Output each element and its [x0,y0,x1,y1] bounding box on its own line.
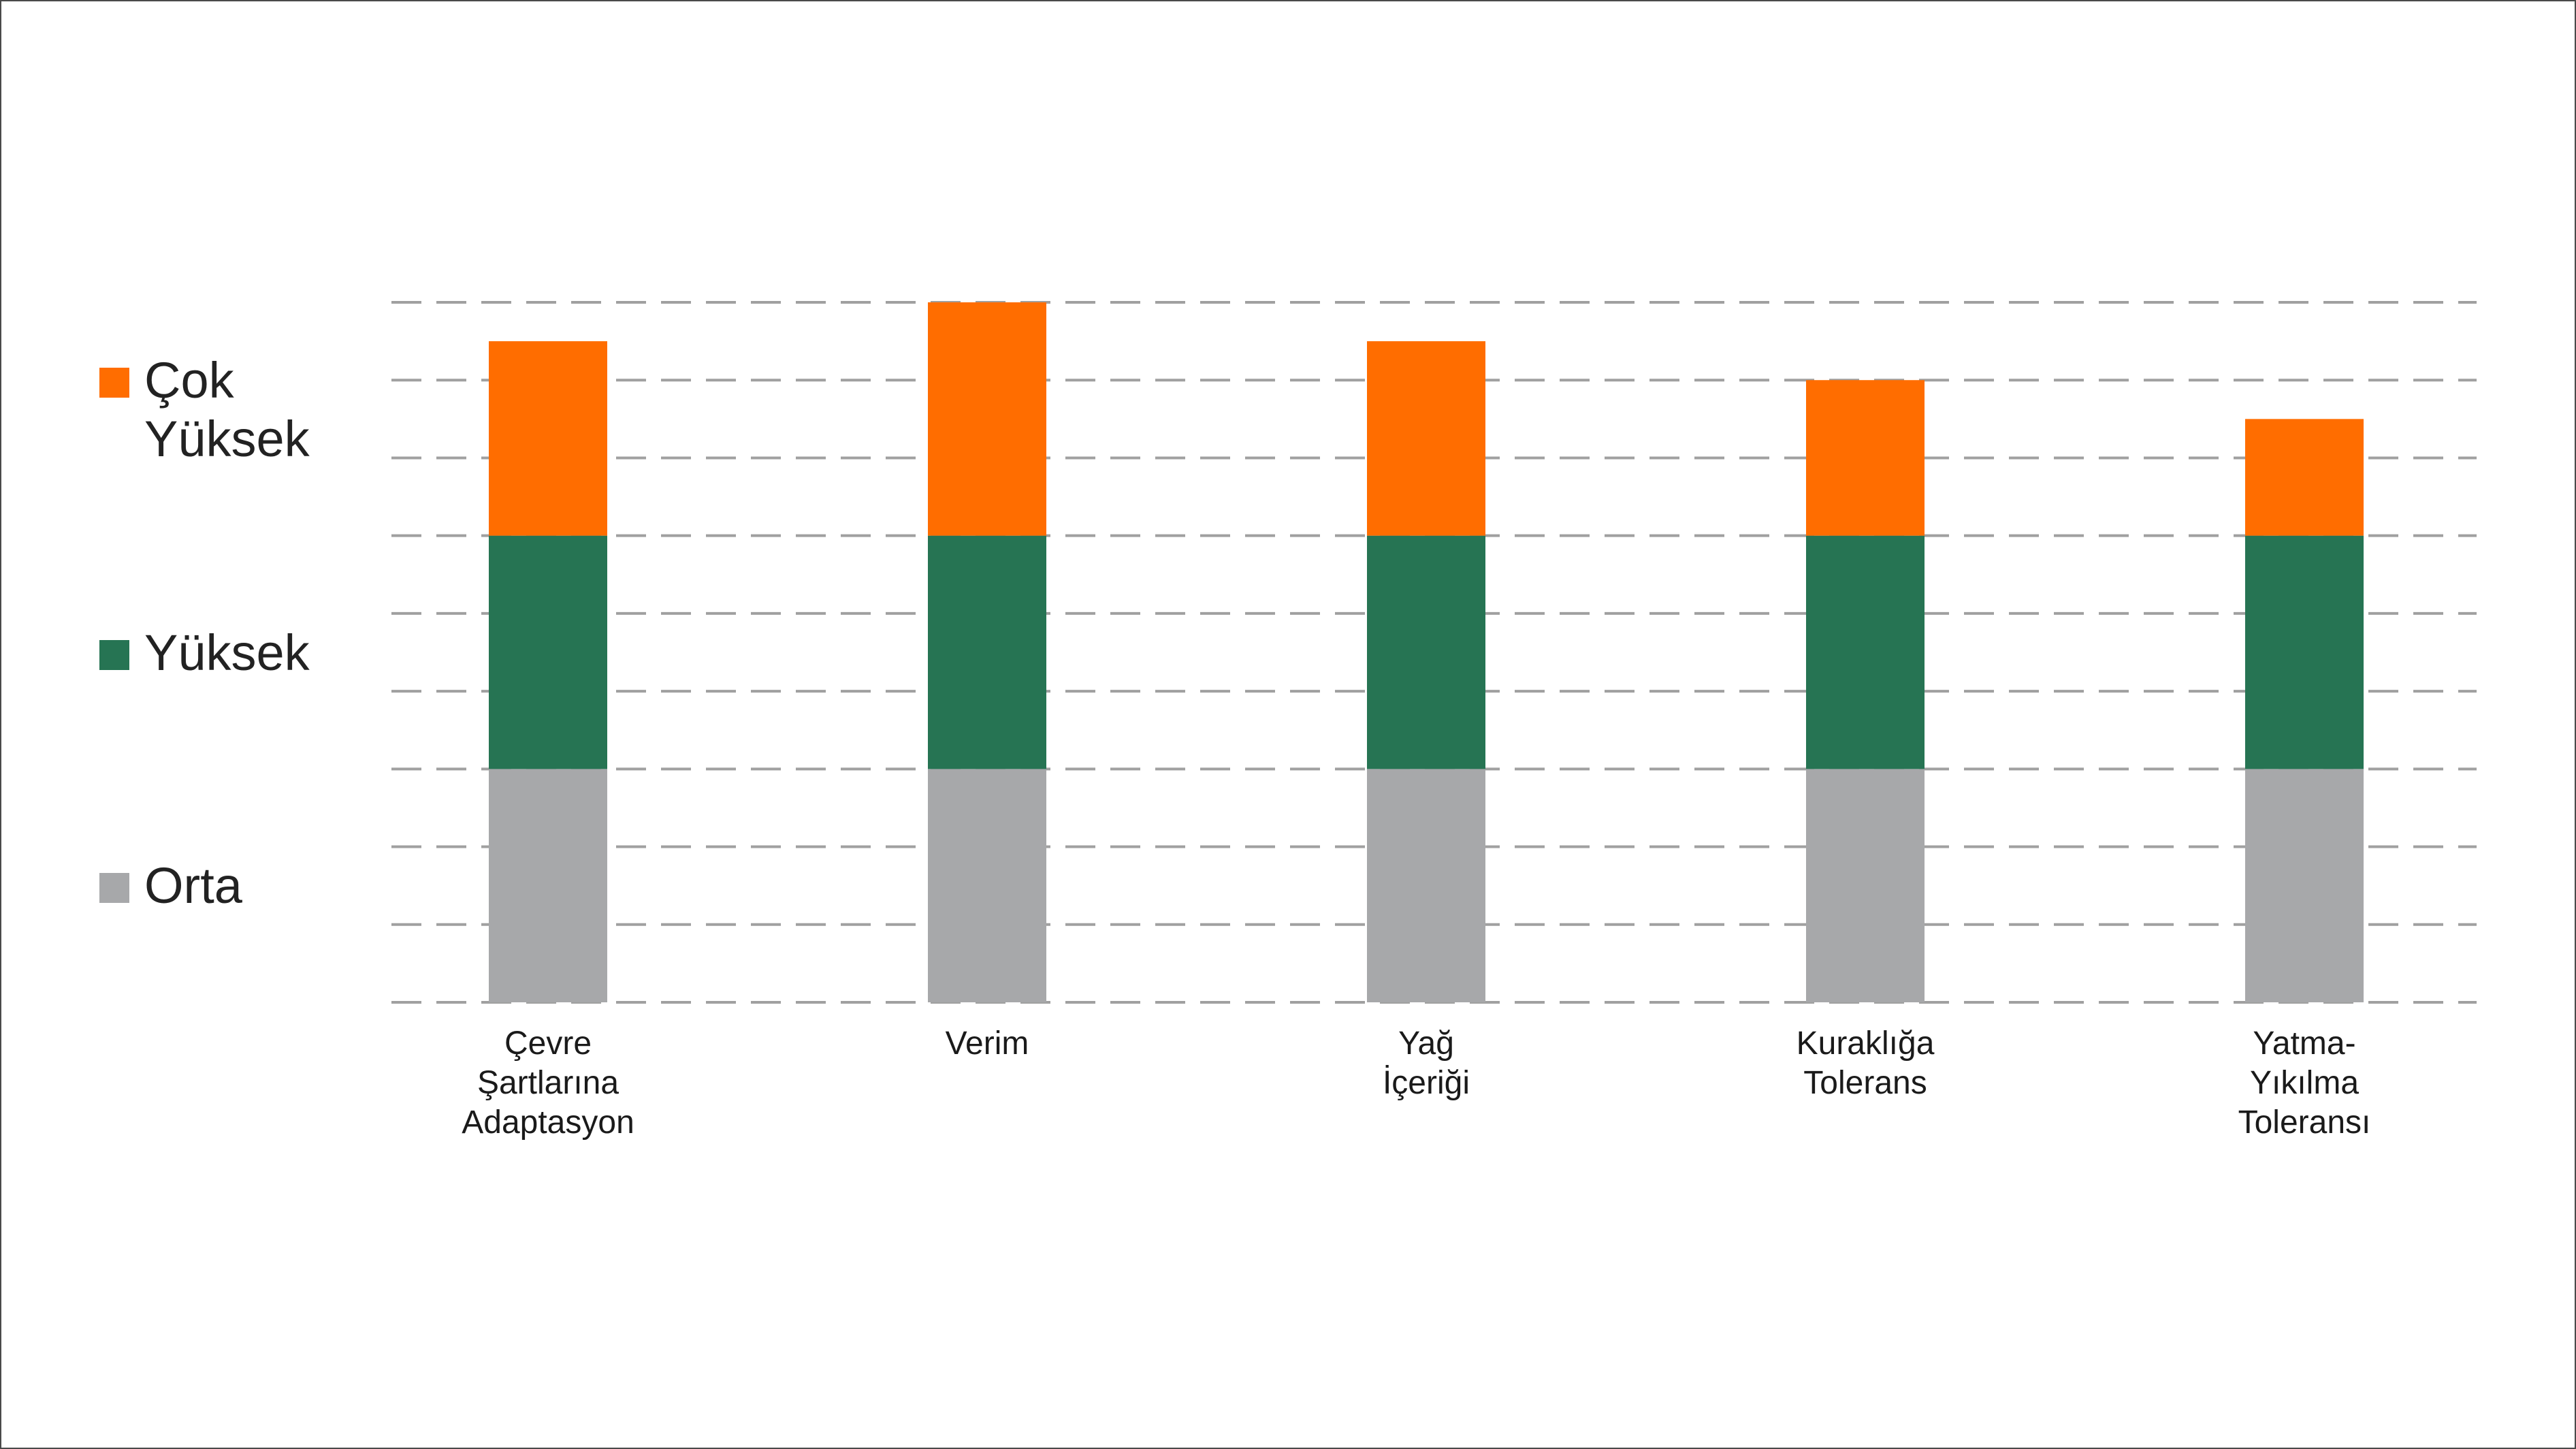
x-tick-label: Yağ İçeriği [1382,1025,1470,1101]
bar-segment-yüksek [2245,535,2364,769]
x-tick-label: Çevre Şartlarına Adaptasyon [462,1025,634,1141]
x-tick-label: Kuraklığa Tolerans [1796,1025,1935,1101]
legend-label: Orta [144,857,242,914]
bar-segment-orta [489,769,607,1002]
legend-swatch [99,873,129,903]
bar-segment-orta [1367,769,1485,1002]
bar-segment-çok-yüksek [1367,341,1485,536]
legend-label: Çok Yüksek [144,352,310,467]
legend-swatch [99,368,129,398]
legend-swatch [99,640,129,670]
bar-segment-çok-yüksek [2245,419,2364,536]
bar-segment-çok-yüksek [489,341,607,536]
bar-segment-yüksek [489,535,607,769]
bars [489,302,2364,1002]
bar-segment-yüksek [1367,535,1485,769]
legend-label: Yüksek [144,624,310,681]
legend-item: Çok Yüksek [99,352,310,468]
x-tick-label: Verim [945,1025,1029,1062]
legend-item: Orta [99,857,242,915]
bar-segment-çok-yüksek [928,302,1046,536]
bar-segment-orta [2245,769,2364,1002]
x-tick-label: Yatma- Yıkılma Toleransı [2238,1025,2371,1141]
bar-segment-orta [928,769,1046,1002]
bar-segment-yüksek [928,535,1046,769]
legend-item: Yüksek [99,624,310,682]
bar-segment-çok-yüksek [1806,380,1925,536]
bar-segment-orta [1806,769,1925,1002]
bar-segment-yüksek [1806,535,1925,769]
